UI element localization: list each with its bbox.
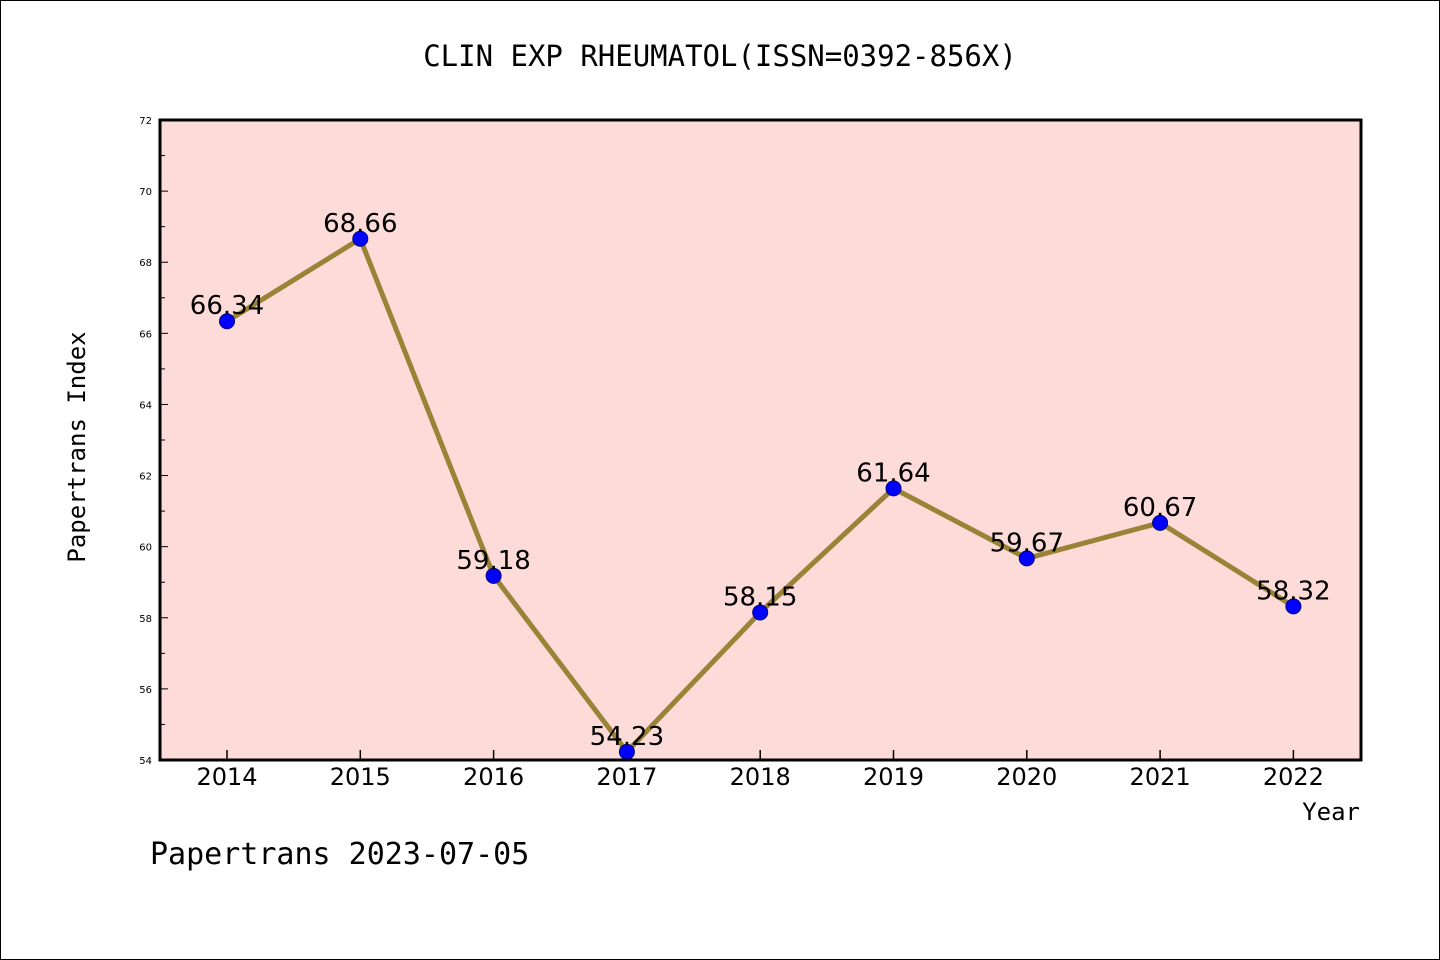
- data-point-marker: [1152, 514, 1169, 531]
- y-tick-label: 58: [139, 614, 152, 625]
- data-label: 59.67: [990, 528, 1064, 558]
- data-label: 59.18: [456, 546, 530, 576]
- y-tick-label: 56: [139, 685, 152, 696]
- y-tick-label: 60: [139, 543, 152, 554]
- data-label-group: 66.34 68.66 59.18 54.23 58.15 61.64 59.67 60.67…: [190, 209, 1331, 752]
- plot-area: [160, 120, 1361, 760]
- footer-stamp: Papertrans 2023-07-05: [150, 837, 529, 872]
- data-label: 60.67: [1123, 493, 1197, 523]
- chart-title: CLIN EXP RHEUMATOL(ISSN=0392-856X): [423, 39, 1017, 73]
- x-axis-ticks: 2014 2015 2016 2017 2018 2019 2020 2021 2022: [196, 750, 1324, 791]
- data-point-marker: [219, 313, 235, 330]
- x-tick-label: 2018: [730, 763, 791, 791]
- x-tick-label: 2015: [330, 763, 391, 791]
- y-tick-label: 70: [139, 187, 152, 198]
- data-point-marker: [352, 230, 369, 247]
- y-axis-label: Papertrans Index: [63, 331, 91, 562]
- data-point-marker: [485, 567, 502, 584]
- x-axis-label: Year: [1302, 798, 1360, 826]
- data-label: 68.66: [323, 209, 397, 239]
- x-tick-label: 2019: [863, 763, 924, 791]
- y-tick-label: 66: [139, 329, 152, 340]
- x-tick-label: 2016: [463, 763, 524, 791]
- series-marker-group: [219, 230, 1302, 760]
- x-tick-label: 2017: [596, 763, 657, 791]
- plot-border: [158, 118, 1363, 762]
- x-tick-label: 2021: [1130, 763, 1191, 791]
- y-tick-label: 64: [139, 400, 152, 411]
- y-tick-label: 54: [139, 756, 152, 767]
- data-label: 58.32: [1256, 576, 1330, 606]
- data-point-marker: [1018, 550, 1035, 567]
- y-tick-label: 62: [139, 472, 152, 483]
- data-label: 66.34: [190, 291, 264, 321]
- data-point-marker: [1285, 598, 1302, 615]
- y-tick-label: 68: [139, 258, 152, 269]
- data-label: 58.15: [723, 582, 797, 612]
- y-tick-label: 72: [139, 116, 152, 127]
- x-tick-label: 2022: [1263, 763, 1324, 791]
- data-label: 54.23: [590, 722, 664, 752]
- x-tick-label: 2020: [996, 763, 1057, 791]
- x-tick-label: 2014: [196, 763, 257, 791]
- data-point-marker: [752, 604, 769, 621]
- data-label: 61.64: [856, 458, 930, 488]
- data-point-marker: [885, 480, 902, 497]
